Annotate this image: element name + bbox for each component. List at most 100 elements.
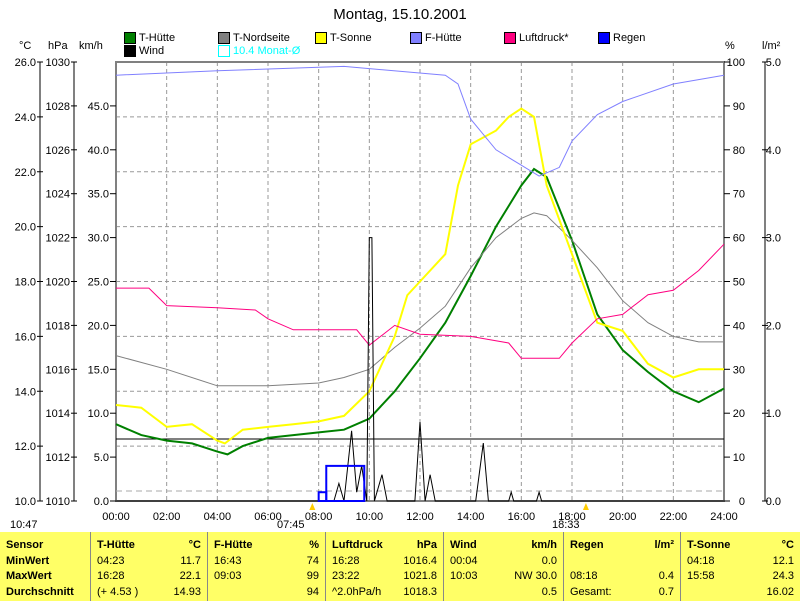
- axis-tick-pct: 30: [733, 364, 745, 376]
- table-cell: 08:18 0.4: [564, 570, 680, 586]
- axis-tick-hpa: 1030: [46, 57, 70, 69]
- x-tick-label: 02:00: [153, 511, 181, 523]
- sun-marker-icon: [309, 503, 316, 510]
- cell-text: 14.93: [173, 585, 201, 598]
- cell-text: 0.4: [658, 570, 674, 582]
- unit-kmh: km/h: [79, 40, 103, 52]
- rain-bar: [317, 491, 328, 503]
- axis-tick-lm2: 5.0: [766, 57, 781, 69]
- table-cell: Wind km/h: [444, 539, 563, 555]
- legend-swatch-icon: [218, 45, 230, 57]
- table-cell: 15:58 24.3: [681, 570, 800, 586]
- cell-text: %: [309, 539, 319, 551]
- cell-text: 16:28: [97, 570, 125, 582]
- axis-tick-hpa: 1012: [46, 452, 70, 464]
- x-tick-label: 06:00: [254, 511, 282, 523]
- axis-tick-hpa: 1024: [46, 189, 70, 201]
- legend-swatch-icon: [504, 32, 516, 44]
- axis-tick-c: 20.0: [15, 222, 36, 234]
- x-tick-label: 04:00: [204, 511, 232, 523]
- cell-text: Luftdruck: [332, 539, 383, 551]
- cell-text: 22.1: [179, 570, 201, 582]
- axis-tick-kmh: 45.0: [88, 101, 109, 113]
- sunset-time: 18:33: [552, 519, 580, 531]
- axis-tick-lm2: 1.0: [766, 408, 781, 420]
- legend-item: Luftdruck*: [504, 32, 569, 44]
- table-cell: Gesamt: 0.7: [564, 586, 680, 601]
- table-cell: ^2.0hPa/h 1018.3: [326, 586, 443, 601]
- legend-swatch-icon: [598, 32, 610, 44]
- axis-tick-kmh: 0.0: [94, 496, 109, 508]
- legend-item: T-Hütte: [124, 32, 175, 44]
- cell-text: 16.02: [766, 585, 794, 598]
- axis-tick-hpa: 1026: [46, 145, 70, 157]
- legend-label: T-Nordseite: [233, 32, 290, 44]
- cell-text: MaxWert: [6, 570, 52, 582]
- cell-text: (+ 4.53 ): [97, 585, 139, 598]
- rain-bar: [325, 464, 366, 503]
- cell-text: Gesamt:: [570, 585, 612, 598]
- cell-text: Wind: [450, 539, 477, 551]
- cell-text: 10:03: [450, 570, 478, 582]
- axis-tick-lm2: 3.0: [766, 233, 781, 245]
- axis-tick-c: 24.0: [15, 112, 36, 124]
- axis-tick-lm2: 0.0: [766, 496, 781, 508]
- series-fhtte: [115, 65, 725, 177]
- unit-celsius: °C: [19, 40, 32, 52]
- cell-text: 0.0: [541, 554, 557, 567]
- cell-text: l/m²: [654, 539, 674, 551]
- cell-text: 08:18: [570, 570, 598, 582]
- series-tnordseite: [115, 212, 724, 387]
- cell-text: 0.5: [541, 585, 557, 598]
- axis-tick-pct: 0: [739, 496, 745, 508]
- legend-label: Regen: [613, 32, 646, 44]
- axis-tick-c: 12.0: [15, 441, 36, 453]
- table-cell: Luftdruck hPa: [326, 539, 443, 555]
- cell-text: T-Hütte: [97, 539, 135, 551]
- axis-tick-c: 10.0: [15, 496, 36, 508]
- table-cell: 23:22 1021.8: [326, 570, 443, 586]
- cell-text: 94: [306, 585, 319, 598]
- cell-text: 04:18: [687, 554, 715, 567]
- legend-label: T-Sonne: [330, 32, 372, 44]
- axis-tick-pct: 100: [727, 57, 745, 69]
- table-cell: Durchschnitt: [0, 586, 90, 601]
- chart-title: Montag, 15.10.2001: [333, 6, 467, 23]
- legend-swatch-icon: [218, 32, 230, 44]
- axis-tick-hpa: 1016: [46, 364, 70, 376]
- axis-tick-pct: 10: [733, 452, 745, 464]
- legend-item: 10.4 Monat-Ø: [218, 45, 300, 57]
- axis-tick-hpa: 1022: [46, 233, 70, 245]
- legend-item: F-Hütte: [410, 32, 462, 44]
- legend-item: Wind: [124, 45, 164, 57]
- table-cell: (+ 4.53 ) 14.93: [91, 586, 207, 601]
- table-cell: MinWert: [0, 555, 90, 571]
- cell-text: MinWert: [6, 554, 50, 567]
- sunrise-time: 07:45: [277, 519, 305, 531]
- table-cell: Regen l/m²: [564, 539, 680, 555]
- axis-tick-hpa: 1010: [46, 496, 70, 508]
- table-cell: 16:28 1016.4: [326, 555, 443, 571]
- legend-label: T-Hütte: [139, 32, 176, 44]
- table-column: Wind km/h 00:04 0.0 10:03 NW 30.0 0.5: [443, 532, 563, 601]
- legend-swatch-icon: [410, 32, 422, 44]
- cell-text: 16:28: [332, 554, 360, 567]
- table-cell: 10:03 NW 30.0: [444, 570, 563, 586]
- cell-text: 04:23: [97, 554, 125, 567]
- cell-text: 16:43: [214, 554, 242, 567]
- legend-label: Wind: [139, 45, 165, 57]
- series-thtte: [115, 167, 725, 456]
- cell-text: 1016.4: [403, 554, 437, 567]
- axis-tick-hpa: 1018: [46, 320, 70, 332]
- axis-tick-lm2: 4.0: [766, 145, 781, 157]
- x-tick-label: 08:00: [305, 511, 333, 523]
- axis-tick-pct: 70: [733, 189, 745, 201]
- table-cell: 04:18 12.1: [681, 555, 800, 571]
- x-tick-label: 20:00: [609, 511, 637, 523]
- cell-text: T-Sonne: [687, 539, 731, 551]
- table-column: Sensor MinWert MaxWert Durchschnitt: [0, 532, 90, 601]
- table-column: F-Hütte% 16:43 74 09:03 99 94: [207, 532, 325, 601]
- cell-text: 15:58: [687, 570, 715, 582]
- axis-tick-pct: 50: [733, 277, 745, 289]
- table-cell: [564, 555, 680, 571]
